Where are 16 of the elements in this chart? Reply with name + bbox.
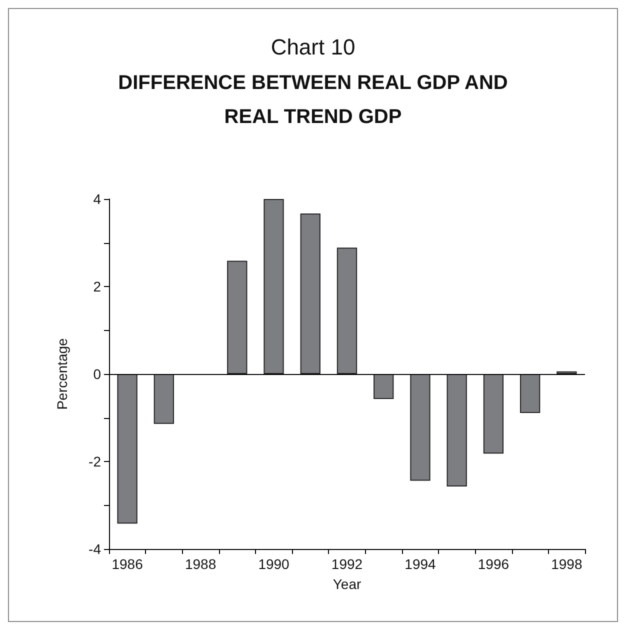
- y-tick-label: -2: [88, 454, 102, 470]
- chart-subtitle: DIFFERENCE BETWEEN REAL GDP AND REAL TREND GDP: [118, 72, 508, 128]
- x-tick-label: 1986: [112, 556, 144, 572]
- x-tick-label: 1990: [258, 556, 290, 572]
- y-tick-label: -4: [88, 541, 102, 557]
- y-tick-label: 0: [93, 366, 102, 382]
- chart-title: Chart 10: [270, 34, 356, 60]
- x-tick-label: 1994: [404, 556, 436, 572]
- y-tick-label: 2: [93, 278, 102, 294]
- y-tick-label: 4: [93, 191, 102, 207]
- x-tick-label: 1988: [184, 556, 216, 572]
- x-tick-label: 1992: [331, 556, 363, 572]
- y-axis-title: Percentage: [54, 338, 70, 410]
- x-axis-title: Year: [332, 576, 362, 592]
- x-tick-label: 1996: [478, 556, 510, 572]
- x-tick-label: 1998: [551, 556, 582, 572]
